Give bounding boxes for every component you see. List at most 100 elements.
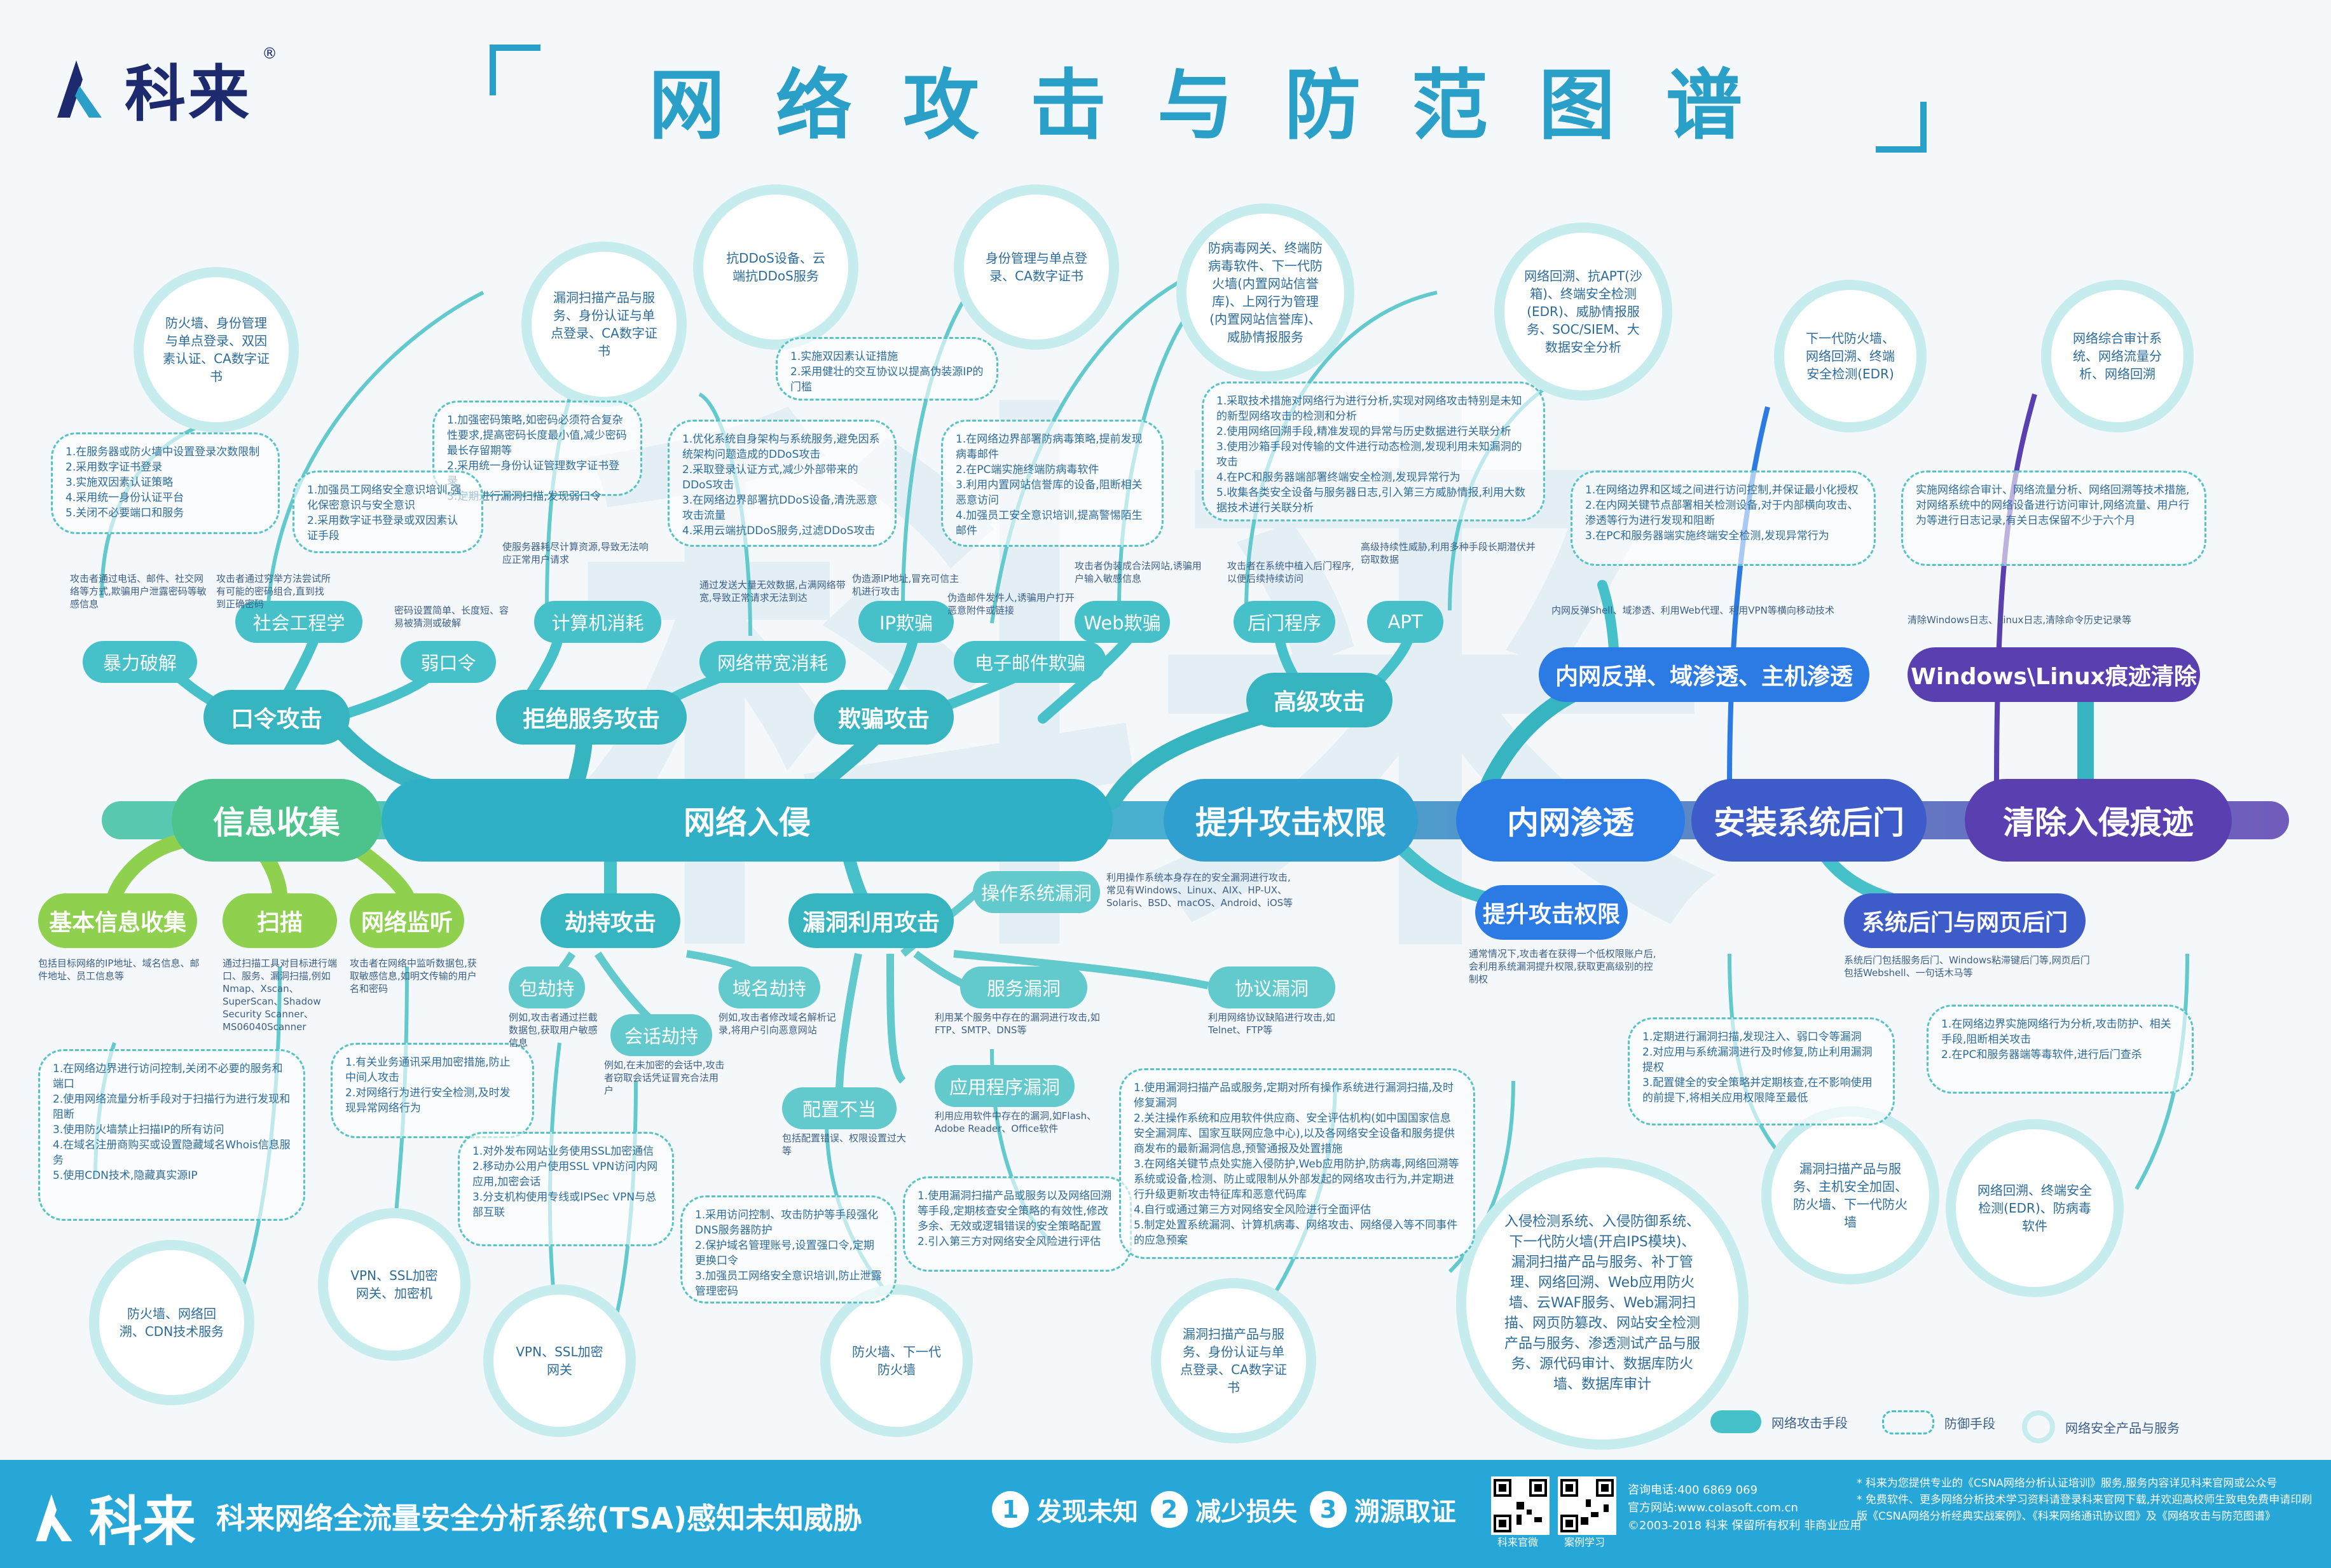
- title-bracket-right: [1876, 102, 1927, 153]
- node-backdoor-types[interactable]: 系统后门与网页后门: [1844, 893, 2086, 948]
- note-escalate: 通常情况下,攻击者在获得一个低权限账户后,会利用系统漏洞提升权限,获取更高级别的…: [1469, 948, 1656, 985]
- node-escalate-2[interactable]: 提升攻击权限: [1475, 885, 1628, 940]
- step-1-label: 发现未知: [1036, 1497, 1138, 1527]
- node-exploit[interactable]: 漏洞利用攻击: [788, 893, 954, 948]
- node-spoof-attack[interactable]: 欺骗攻击: [814, 690, 954, 745]
- note-app: 利用应用软件中存在的漏洞,如Flash、Adobe Reader、Office软…: [935, 1110, 1097, 1134]
- node-app-vuln[interactable]: 应用程序漏洞: [935, 1065, 1075, 1107]
- node-trace-clean[interactable]: Windows\Linux痕迹清除: [1908, 647, 2200, 702]
- qr-label-weibo: 科来官微: [1497, 1536, 1539, 1548]
- defense-box-11: 1.在网络边界进行访问控制,关闭不必要的服务和端口 2.使用网络流量分析手段对于…: [38, 1049, 305, 1221]
- brand-mark-icon: [57, 60, 102, 118]
- product-circle-7: 下一代防火墙、网络回溯、终端安全检测(EDR): [1774, 280, 1927, 432]
- qr-code-cases[interactable]: [1558, 1476, 1616, 1535]
- node-social-engineering[interactable]: 社会工程学: [235, 601, 362, 643]
- node-dos-attack[interactable]: 拒绝服务攻击: [496, 690, 687, 745]
- node-packet-hijack[interactable]: 包劫持: [509, 966, 585, 1008]
- qr-code-icon: [1494, 1479, 1547, 1532]
- node-sniff[interactable]: 网络监听: [350, 893, 464, 948]
- product-circle-10: VPN、SSL加密网关、加密机: [318, 1208, 471, 1361]
- note-bandwidth: 通过发送大量无效数据,占满网络带宽,导致正常请求无法到达: [699, 579, 846, 603]
- legend-product: 网络安全产品与服务: [2022, 1410, 2180, 1443]
- contact-website[interactable]: 官方网站:www.colasoft.com.cn: [1628, 1501, 1798, 1515]
- node-email-spoof[interactable]: 电子邮件欺骗: [954, 641, 1106, 683]
- node-scan[interactable]: 扫描: [223, 893, 337, 948]
- node-brute-force[interactable]: 暴力破解: [83, 641, 197, 683]
- defense-box-10: 1.在网络边界实施网络行为分析,攻击防护、相关手段,阻断相关攻击 2.在PC和服…: [1927, 1005, 2194, 1094]
- node-service-vuln[interactable]: 服务漏洞: [960, 966, 1087, 1008]
- note-lateral: 内网反弹Shell、域渗透、利用Web代理、利用VPN等横向移动技术: [1551, 605, 1834, 616]
- legend-product-label: 网络安全产品与服务: [2065, 1420, 2180, 1436]
- defense-box-6: 1.在网络边界部署防病毒策略,提前发现病毒邮件 2.在PC端实施终端防病毒软件 …: [941, 420, 1164, 547]
- brand-reg: ®: [262, 45, 277, 62]
- defense-box-7: 1.采取技术措施对网络行为进行分析,实现对网络攻击特别是未知的新型网络攻击的检测…: [1202, 382, 1545, 521]
- defense-box-4: 1.优化系统自身架构与系统服务,避免因系统架构问题造成的DDoS攻击 2.采取登…: [668, 420, 897, 547]
- node-hijack[interactable]: 劫持攻击: [540, 893, 680, 948]
- qr-code-weibo[interactable]: [1491, 1476, 1550, 1535]
- node-session-hijack[interactable]: 会话劫持: [610, 1014, 712, 1056]
- defense-box-8: 1.在网络边界和区域之间进行访问控制,并保证最小化授权 2.在内网关键节点部署相…: [1571, 471, 1876, 566]
- node-advanced-attack[interactable]: 高级攻击: [1246, 673, 1392, 727]
- node-bandwidth-exhaust[interactable]: 网络带宽消耗: [699, 641, 846, 683]
- note-packet: 例如,攻击者通过拦截数据包,获取用户敏感信息: [509, 1012, 598, 1049]
- node-apt[interactable]: APT: [1367, 601, 1443, 643]
- footer-note-1: * 科来为您提供专业的《CSNA网络分析认证培训》服务,服务内容详见科来官网或公…: [1857, 1477, 2278, 1490]
- footer-notes: * 科来为您提供专业的《CSNA网络分析认证培训》服务,服务内容详见科来官网或公…: [1857, 1475, 2314, 1525]
- product-circle-9: 防火墙、网络回溯、CDN技术服务: [89, 1240, 254, 1405]
- product-circle-3: 抗DDoS设备、云端抗DDoS服务: [693, 184, 858, 350]
- node-ip-spoof[interactable]: IP欺骗: [858, 601, 954, 643]
- note-os: 利用操作系统本身存在的安全漏洞进行攻击,常见有Windows、Linux、AIX…: [1106, 872, 1293, 909]
- product-circle-6: 网络回溯、抗APT(沙箱)、终端安全检测(EDR)、威胁情报服务、SOC/SIE…: [1494, 223, 1672, 401]
- legend-attack-label: 网络攻击手段: [1771, 1415, 1848, 1431]
- legend-attack-swatch: [1710, 1410, 1761, 1433]
- product-circle-8: 网络综合审计系统、网络流量分析、网络回溯: [2041, 280, 2194, 432]
- note-social: 攻击者通过电话、邮件、社交网络等方式,欺骗用户泄露密码等敏感信息: [70, 573, 207, 610]
- title-bracket-left: [490, 45, 540, 95]
- node-lateral[interactable]: 内网渗透: [1456, 779, 1685, 862]
- note-clean: 清除Windows日志、Linux日志,清除命令历史记录等: [1908, 614, 2132, 626]
- step-3-label: 溯源取证: [1354, 1497, 1456, 1527]
- node-basic-info[interactable]: 基本信息收集: [38, 893, 197, 948]
- defense-box-13: 1.对外发布网站业务使用SSL加密通信 2.移动办公用户使用SSL VPN访问内…: [458, 1132, 674, 1246]
- footer-contact: 咨询电话:400 6869 069 官方网站:www.colasoft.com.…: [1628, 1482, 1861, 1535]
- qr-code-icon: [1560, 1479, 1614, 1532]
- footer-note-2: * 免费软件、更多网络分析技术学习资料请登录科来官网下载,并欢迎高校师生致电免费…: [1857, 1494, 2313, 1523]
- brand-logo: 科来 ®: [45, 45, 277, 133]
- step-2: 2 减少损失: [1151, 1491, 1297, 1528]
- node-password-attack[interactable]: 口令攻击: [203, 690, 350, 745]
- node-cleanup[interactable]: 清除入侵痕迹: [1965, 779, 2232, 862]
- defense-box-16: 1.使用漏洞扫描产品或服务,定期对所有操作系统进行漏洞扫描,及时修复漏洞 2.关…: [1119, 1068, 1475, 1259]
- defense-box-1: 1.在服务器或防火墙中设置登录次数限制 2.采用数字证书登录 3.实施双因素认证…: [51, 432, 280, 534]
- footer-brand-mark-icon: [36, 1494, 72, 1541]
- node-misconfig[interactable]: 配置不当: [782, 1087, 897, 1129]
- product-circle-4: 身份管理与单点登录、CA数字证书: [954, 184, 1119, 350]
- footer-slogan: 科来网络全流量安全分析系统(TSA)感知未知威胁: [216, 1501, 863, 1536]
- node-escalate[interactable]: 提升攻击权限: [1164, 779, 1418, 862]
- product-circle-5: 防病毒网关、终端防病毒软件、下一代防火墙(内置网站信誉库)、上网行为管理(内置网…: [1176, 203, 1354, 382]
- note-web: 攻击者伪装成合法网站,诱骗用户输入敏感信息: [1075, 560, 1202, 584]
- note-misconfig: 包括配置错误、权限设置过大等: [782, 1132, 907, 1157]
- note-session: 例如,在未加密的会话中,攻击者窃取会话凭证冒充合法用户: [604, 1059, 725, 1096]
- note-domain: 例如,攻击者修改域名解析记录,将用户引向恶意网站: [719, 1012, 836, 1036]
- page-title-wrap: 网络攻击与防范图谱: [496, 45, 1946, 153]
- node-weak-password[interactable]: 弱口令: [401, 641, 496, 683]
- node-backdoor[interactable]: 安装系统后门: [1691, 779, 1927, 862]
- brand-name: 科来: [125, 58, 252, 130]
- defense-box-5: 1.实施双因素认证措施 2.采用健壮的交互协议以提高伪装源IP的门槛: [776, 337, 998, 401]
- node-protocol-vuln[interactable]: 协议漏洞: [1208, 966, 1335, 1008]
- note-brute: 攻击者通过穷举方法尝试所有可能的密码组合,直到找到正确密码: [216, 573, 331, 610]
- note-basic: 包括目标网络的IP地址、域名信息、邮件地址、员工信息等: [38, 958, 200, 982]
- node-os-vuln[interactable]: 操作系统漏洞: [973, 871, 1100, 913]
- node-info-collection[interactable]: 信息收集: [172, 779, 382, 862]
- note-ip: 伪造源IP地址,冒充可信主机进行攻击: [852, 573, 959, 597]
- defense-box-12: 1.有关业务通讯采用加密措施,防止中间人攻击 2.对网络行为进行安全检测,及时发…: [331, 1043, 534, 1138]
- page-title: 网络攻击与防范图谱: [649, 62, 1793, 150]
- node-compute-exhaust[interactable]: 计算机消耗: [534, 601, 661, 643]
- node-intrusion[interactable]: 网络入侵: [382, 779, 1113, 862]
- product-circle-12: 防火墙、下一代防火墙: [820, 1284, 973, 1437]
- node-backdoor-program[interactable]: 后门程序: [1234, 601, 1335, 643]
- node-domain-hijack[interactable]: 域名劫持: [719, 966, 820, 1008]
- step-3: 3 溯源取证: [1310, 1491, 1456, 1528]
- node-lateral-methods[interactable]: 内网反弹、域渗透、主机渗透: [1539, 647, 1869, 702]
- node-web-spoof[interactable]: Web欺骗: [1075, 601, 1170, 643]
